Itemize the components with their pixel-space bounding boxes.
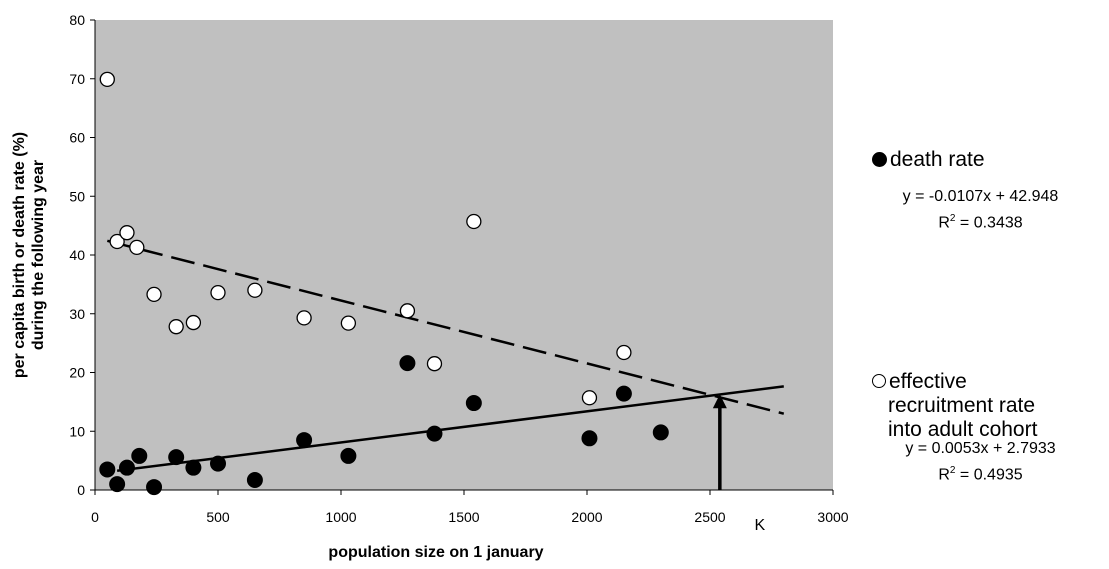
filled-circle-icon [872,152,887,167]
recruitment-point [120,226,134,240]
y-tick-label: 40 [69,247,85,263]
y-tick-label: 0 [77,482,85,498]
recruitment-point [400,304,414,318]
legend-death-r2-value: = 0.3438 [955,214,1022,231]
death-rate-point [427,426,442,441]
death-rate-point [341,448,356,463]
x-tick-label: 1500 [448,509,479,525]
recruitment-point [100,72,114,86]
x-tick-label: 500 [206,509,230,525]
death-rate-point [119,460,134,475]
y-tick-label: 20 [69,365,85,381]
death-rate-point [100,462,115,477]
death-rate-point [466,396,481,411]
y-axis-ticks: 0 10 20 30 40 50 60 70 80 [69,12,95,498]
recruitment-point [186,316,200,330]
death-rate-point [582,431,597,446]
x-tick-label: 2000 [571,509,602,525]
open-circle-icon [872,374,886,388]
y-tick-label: 60 [69,130,85,146]
recruitment-point [297,311,311,325]
legend-death-r2-prefix: R [938,214,950,231]
legend-recruitment: effective recruitment rate into adult co… [868,370,1108,486]
death-rate-point [297,433,312,448]
recruitment-point [147,287,161,301]
y-tick-label: 10 [69,423,85,439]
death-rate-point [186,460,201,475]
y-tick-label: 30 [69,306,85,322]
recruitment-point [582,391,596,405]
death-rate-point [211,456,226,471]
y-tick-label: 80 [69,12,85,28]
legend: death rate y = -0.0107x + 42.948 R2 = 0.… [868,148,1108,234]
legend-recruitment-r2-value: = 0.4935 [955,466,1022,483]
legend-death-equation: y = -0.0107x + 42.948 [868,186,1093,208]
x-tick-label: 2500 [694,509,725,525]
legend-item-death: death rate [872,148,1108,172]
recruitment-point [617,346,631,360]
x-axis-ticks: 0 500 1000 1500 2000 2500 3000 [91,490,849,525]
recruitment-point [467,215,481,229]
legend-recruitment-r2-prefix: R [938,466,950,483]
death-rate-point [110,477,125,492]
plot-area [95,20,833,490]
legend-death-label: death rate [890,148,985,171]
legend-recruitment-r2: R2 = 0.4935 [868,460,1093,486]
y-axis-title-line-2: during the following year [30,160,47,350]
recruitment-point [169,320,183,334]
recruitment-point [211,286,225,300]
death-rate-point [147,480,162,495]
death-rate-point [132,448,147,463]
death-rate-point [247,473,262,488]
death-rate-point [616,386,631,401]
death-rate-point [400,356,415,371]
x-tick-label: 0 [91,509,99,525]
legend-recruitment-label-2: recruitment rate [888,394,1108,418]
legend-recruitment-label-1: effective [889,370,967,393]
x-axis-title: population size on 1 january [328,544,543,561]
x-tick-label: 1000 [325,509,356,525]
recruitment-point [130,240,144,254]
recruitment-point [341,316,355,330]
death-rate-point [169,450,184,465]
y-axis-title-line-1: per capita birth or death rate (%) [11,132,28,378]
y-tick-label: 70 [69,71,85,87]
legend-item-recruitment: effective [872,370,1108,394]
k-label: K [755,517,766,534]
recruitment-point [248,283,262,297]
x-tick-label: 3000 [817,509,848,525]
y-tick-label: 50 [69,188,85,204]
death-rate-point [653,425,668,440]
legend-death-r2: R2 = 0.3438 [868,208,1093,234]
recruitment-point [427,357,441,371]
